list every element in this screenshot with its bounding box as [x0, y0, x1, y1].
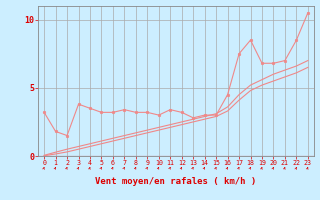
X-axis label: Vent moyen/en rafales ( km/h ): Vent moyen/en rafales ( km/h ): [95, 177, 257, 186]
